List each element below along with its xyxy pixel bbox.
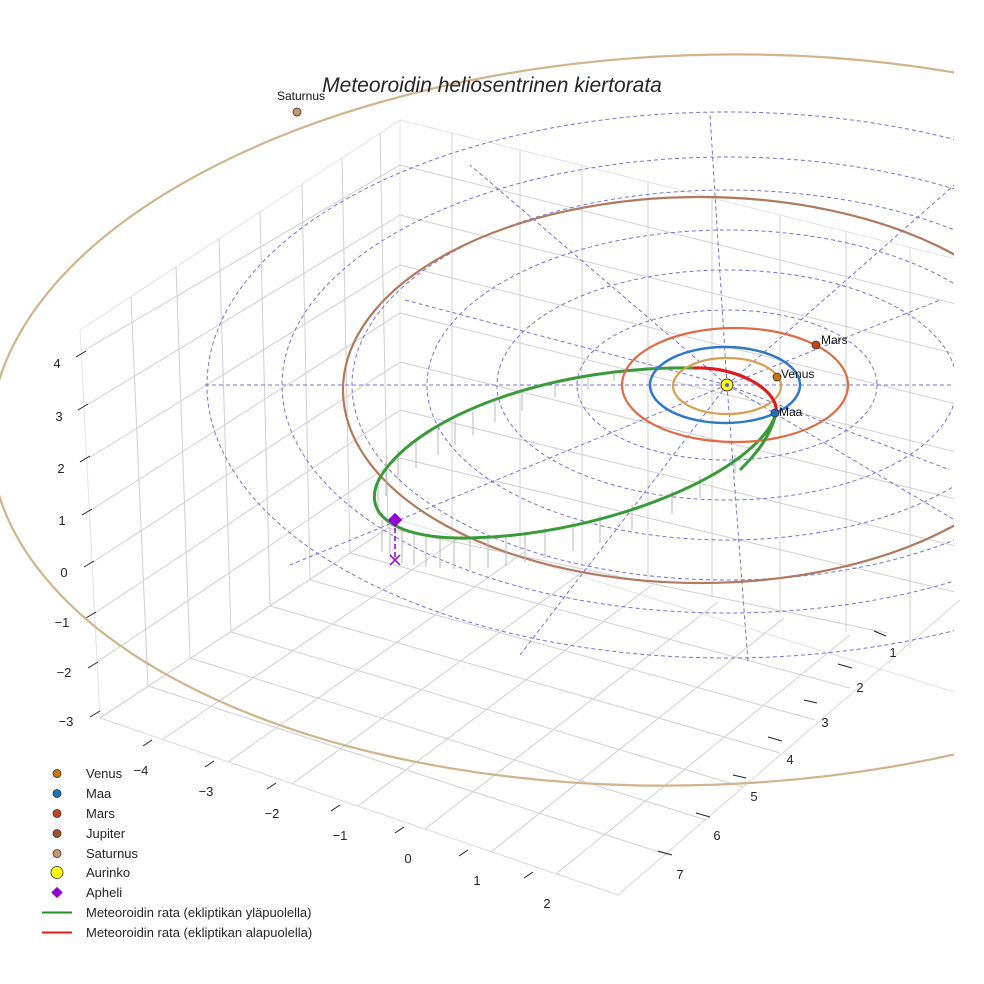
line-marker-icon bbox=[42, 931, 72, 934]
x-tick-label: −1 bbox=[333, 828, 348, 843]
x-axis-tick-labels: −4 −3 −2 −1 0 1 2 bbox=[134, 763, 551, 911]
z-tick-label: −2 bbox=[57, 665, 72, 680]
y-axis-tick-labels: 1 2 3 4 5 6 7 bbox=[676, 645, 896, 882]
legend-item: Mars bbox=[36, 804, 312, 824]
legend-label: Maa bbox=[86, 786, 112, 802]
meteoroid-orbit-above-front bbox=[738, 412, 778, 472]
legend-label: Jupiter bbox=[86, 825, 126, 841]
z-tick-label: 3 bbox=[55, 409, 62, 424]
diamond-marker-icon bbox=[51, 887, 63, 899]
legend-item: Meteoroidin rata (ekliptikan alapuolella… bbox=[36, 922, 312, 942]
circle-marker-icon bbox=[52, 809, 62, 818]
maa-marker bbox=[770, 408, 780, 418]
venus-label: Venus bbox=[781, 367, 814, 381]
legend-item: Maa bbox=[36, 784, 312, 804]
axis-tick-marks bbox=[75, 350, 887, 879]
x-tick-label: −2 bbox=[265, 806, 280, 821]
y-tick-label: 7 bbox=[676, 867, 683, 882]
mars-label: Mars bbox=[821, 333, 848, 347]
aphelion-diamond-icon bbox=[387, 512, 403, 528]
chart-title: Meteoroidin heliosentrinen kiertorata bbox=[322, 74, 662, 97]
x-tick-label: 2 bbox=[543, 896, 550, 911]
z-tick-label: 4 bbox=[53, 356, 60, 371]
legend-item: Jupiter bbox=[36, 823, 312, 843]
mars-marker bbox=[811, 340, 821, 350]
line-marker-icon bbox=[42, 911, 72, 914]
legend-label: Mars bbox=[86, 805, 115, 821]
aurinko-center-dot bbox=[725, 383, 729, 387]
legend-item: Venus bbox=[36, 764, 312, 784]
venus-marker bbox=[772, 372, 782, 382]
legend-item: Aurinko bbox=[36, 863, 312, 883]
y-tick-label: 2 bbox=[856, 680, 863, 695]
x-tick-label: 1 bbox=[473, 873, 480, 888]
y-tick-label: 6 bbox=[713, 828, 720, 843]
saturnus-label: Saturnus bbox=[277, 89, 325, 103]
legend-label: Meteoroidin rata (ekliptikan alapuolella… bbox=[86, 924, 313, 940]
legend-item: Meteoroidin rata (ekliptikan yläpuolella… bbox=[36, 903, 312, 923]
meteoroid-orbit-below-front bbox=[692, 366, 778, 414]
z-tick-label: 0 bbox=[60, 565, 67, 580]
legend-label: Meteoroidin rata (ekliptikan yläpuolella… bbox=[86, 904, 312, 920]
z-axis-tick-labels: 4 3 2 1 0 −1 −2 −3 bbox=[53, 356, 73, 729]
sun-marker-icon bbox=[50, 866, 64, 880]
y-tick-label: 3 bbox=[821, 715, 828, 730]
aphelion-projection-x-icon bbox=[389, 554, 401, 566]
legend-label: Saturnus bbox=[86, 845, 139, 861]
ecliptic-reference-grid bbox=[205, 111, 954, 663]
x-tick-label: −3 bbox=[199, 784, 214, 799]
jupiter-orbit bbox=[342, 195, 954, 585]
venus-orbit bbox=[671, 356, 783, 416]
saturnus-marker bbox=[292, 107, 302, 117]
meteoroid-orbit-above bbox=[372, 366, 778, 540]
mars-orbit bbox=[620, 326, 850, 444]
x-tick-label: −4 bbox=[134, 763, 149, 778]
circle-marker-icon bbox=[52, 848, 62, 858]
circle-marker-icon bbox=[52, 769, 62, 779]
y-tick-label: 5 bbox=[750, 789, 757, 804]
circle-marker-icon bbox=[52, 789, 62, 799]
x-tick-label: 0 bbox=[404, 851, 411, 866]
z-tick-label: −3 bbox=[59, 714, 74, 729]
y-tick-label: 1 bbox=[889, 645, 896, 660]
maa-orbit bbox=[648, 345, 802, 425]
z-tick-label: 2 bbox=[57, 461, 64, 476]
legend-label: Venus bbox=[86, 766, 123, 782]
circle-marker-icon bbox=[52, 828, 62, 838]
z-tick-label: −1 bbox=[55, 615, 70, 630]
y-tick-label: 4 bbox=[786, 752, 793, 767]
legend: Venus Maa Mars Jupiter Saturnus Aurinko Apheli… bbox=[36, 764, 312, 942]
z-tick-label: 1 bbox=[58, 513, 65, 528]
maa-label: Maa bbox=[779, 405, 803, 419]
legend-item: Apheli bbox=[36, 883, 312, 903]
axes-panes-grid bbox=[79, 119, 961, 896]
legend-label: Apheli bbox=[86, 885, 123, 901]
legend-label: Aurinko bbox=[86, 865, 131, 881]
saturnus-orbit bbox=[0, 53, 954, 787]
legend-item: Saturnus bbox=[36, 843, 312, 863]
